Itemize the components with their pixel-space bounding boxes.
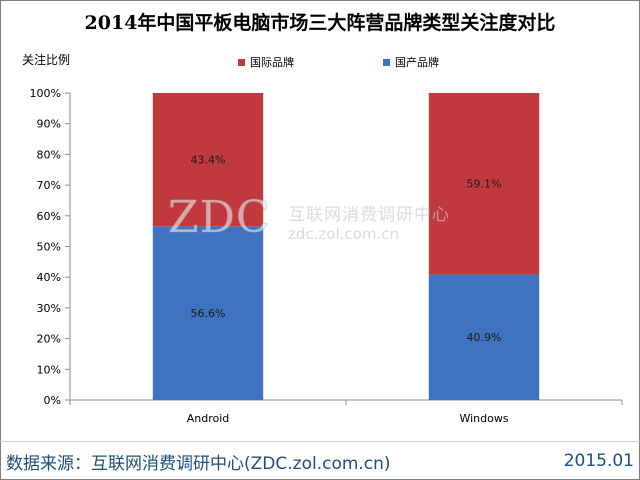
- data-label: 59.1%: [467, 178, 502, 191]
- legend-item-international: 国际品牌: [238, 54, 294, 70]
- legend-item-domestic: 国产品牌: [383, 54, 439, 70]
- legend-label-international: 国际品牌: [250, 56, 294, 69]
- legend-swatch-international: [238, 58, 245, 66]
- y-tick-label: 100%: [30, 87, 61, 100]
- footer-source: 数据来源：互联网消费调研中心(ZDC.zol.com.cn): [6, 453, 391, 474]
- legend-label-domestic: 国产品牌: [395, 56, 439, 69]
- y-tick-label: 60%: [37, 210, 61, 223]
- bar-international-android: [152, 93, 264, 227]
- watermark-logo: ZDC: [168, 192, 271, 244]
- legend-swatch-domestic: [383, 58, 390, 66]
- footer: 数据来源：互联网消费调研中心(ZDC.zol.com.cn) 2015.01: [6, 448, 634, 474]
- bar-domestic-windows: [428, 274, 540, 400]
- y-tick-label: 10%: [37, 363, 61, 376]
- x-tick-label: Android: [187, 412, 230, 425]
- y-tick-label: 30%: [37, 302, 61, 315]
- watermark-name: 互联网消费调研中心: [288, 205, 450, 225]
- data-label: 40.9%: [467, 331, 502, 344]
- data-label: 56.6%: [191, 307, 226, 320]
- y-tick-label: 70%: [37, 179, 61, 192]
- watermark-url: zdc.zol.com.cn: [288, 225, 399, 243]
- y-tick-label: 0%: [44, 394, 61, 407]
- bar-domestic-android: [152, 226, 264, 400]
- y-tick-label: 90%: [37, 118, 61, 131]
- footer-divider: [0, 441, 640, 442]
- y-tick-label: 80%: [37, 148, 61, 161]
- data-label: 43.4%: [191, 154, 226, 167]
- y-axis-label: 关注比例: [22, 53, 71, 67]
- footer-date: 2015.01: [563, 451, 634, 471]
- y-tick-label: 40%: [37, 271, 61, 284]
- chart-title: 2014年中国平板电脑市场三大阵营品牌类型关注度对比: [84, 12, 556, 34]
- x-tick-label: Windows: [459, 412, 508, 425]
- bar-international-windows: [428, 93, 540, 275]
- y-tick-label: 20%: [37, 333, 61, 346]
- y-tick-label: 50%: [37, 241, 61, 254]
